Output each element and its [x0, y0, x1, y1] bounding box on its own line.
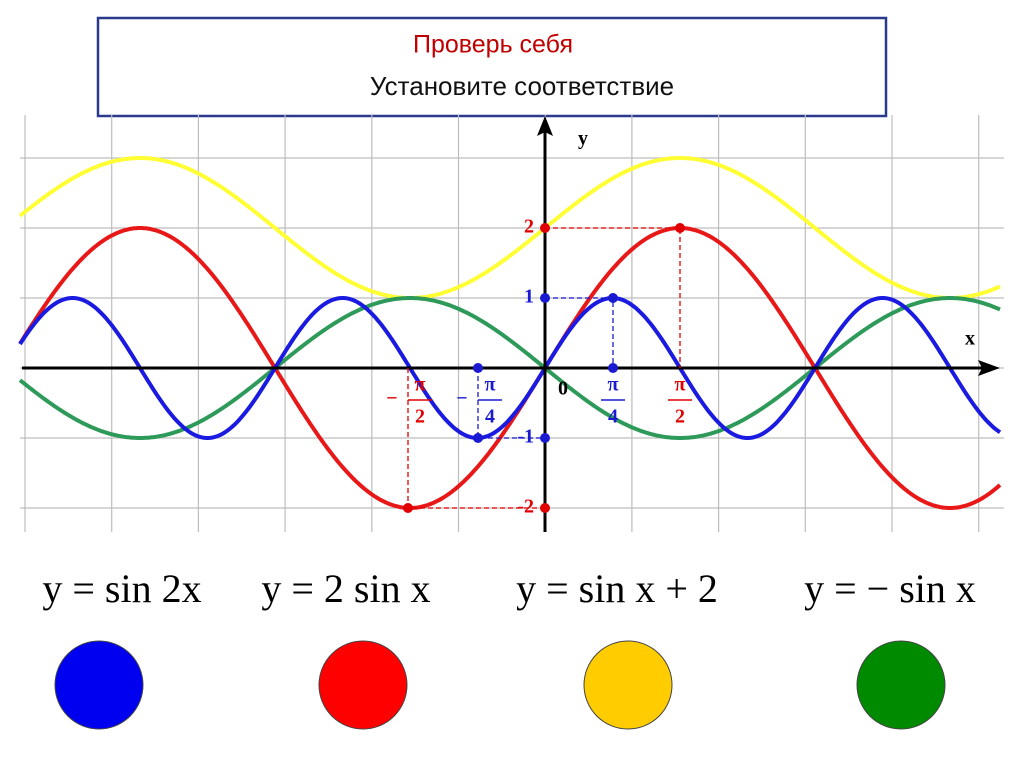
title: Проверь себя — [413, 31, 573, 59]
curve — [18, 156, 1001, 300]
y-tick-label: 1 — [524, 286, 534, 308]
point — [540, 503, 550, 513]
x-tick-numerator: π — [485, 374, 496, 396]
color-option — [583, 640, 673, 730]
y-tick-label: 2 — [524, 216, 534, 238]
x-axis-label: x — [965, 328, 975, 350]
point — [540, 293, 550, 303]
curve — [18, 296, 1002, 440]
x-tick-denominator: 4 — [485, 406, 495, 428]
x-tick-numerator: π — [415, 374, 426, 396]
formula: y = − sin x — [804, 566, 976, 611]
y-arrow — [537, 116, 553, 136]
subtitle: Установите соответствие — [370, 71, 674, 101]
x-tick-sign: − — [456, 388, 467, 410]
point — [608, 363, 618, 373]
header-box — [96, 16, 888, 118]
point — [608, 293, 618, 303]
point — [403, 503, 413, 513]
curve — [18, 226, 1002, 510]
x-tick-sign: − — [386, 388, 397, 410]
point — [540, 223, 550, 233]
color-option — [54, 640, 144, 730]
y-tick-label: -2 — [517, 496, 534, 518]
x-tick-denominator: 2 — [675, 406, 685, 428]
formula: y = sin 2x — [42, 566, 201, 611]
guide-line — [477, 368, 545, 439]
y-tick-label: -1 — [517, 426, 534, 448]
point — [473, 363, 483, 373]
guide-line — [545, 227, 681, 368]
guide-line — [545, 297, 614, 368]
color-option — [318, 640, 408, 730]
x-tick-denominator: 4 — [608, 406, 618, 428]
origin-label: 0 — [558, 378, 568, 400]
x-arrow — [978, 360, 1000, 376]
point — [540, 433, 550, 443]
x-tick-denominator: 2 — [415, 406, 425, 428]
point — [473, 433, 483, 443]
color-option — [856, 640, 946, 730]
x-tick-numerator: π — [675, 374, 686, 396]
y-axis-label: y — [578, 128, 588, 150]
x-tick-numerator: π — [608, 374, 619, 396]
formula: y = sin x + 2 — [516, 566, 718, 611]
point — [675, 223, 685, 233]
formula: y = 2 sin x — [261, 566, 430, 611]
